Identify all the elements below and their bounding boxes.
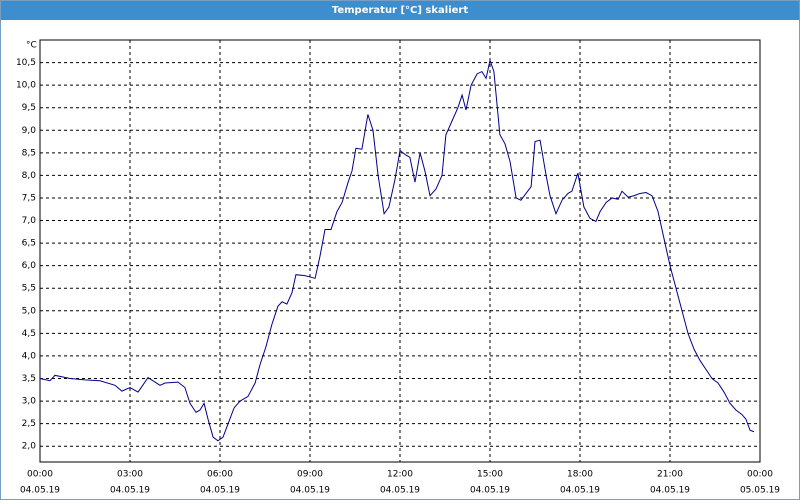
x-tick-label: 12:00 (387, 470, 413, 480)
x-tick-label: 00:00 (747, 470, 773, 480)
y-tick-label: 3,5 (22, 374, 36, 384)
y-tick-label: 4,0 (22, 351, 37, 361)
x-tick-date: 04.05.19 (560, 486, 600, 496)
y-tick-label: 10,5 (16, 58, 36, 68)
x-tick-date: 04.05.19 (650, 486, 690, 496)
title-bar (0, 0, 800, 20)
x-tick-label: 03:00 (117, 470, 143, 480)
x-tick-label: 00:00 (27, 470, 53, 480)
y-tick-label: 7,0 (22, 216, 37, 226)
x-tick-label: 21:00 (657, 470, 683, 480)
y-axis-label: °C (26, 41, 37, 51)
y-tick-label: 9,5 (22, 103, 36, 113)
y-tick-label: 8,5 (22, 148, 36, 158)
x-tick-label: 18:00 (567, 470, 593, 480)
x-tick-date: 04.05.19 (470, 486, 510, 496)
x-tick-label: 06:00 (207, 470, 233, 480)
x-tick-date: 04.05.19 (380, 486, 420, 496)
y-tick-label: 8,0 (22, 171, 37, 181)
y-tick-label: 6,5 (22, 239, 36, 249)
y-tick-label: 9,0 (22, 126, 37, 136)
y-tick-label: 2,5 (22, 419, 36, 429)
data-line (39, 58, 755, 442)
plot-frame (39, 39, 761, 463)
x-tick-date: 04.05.19 (290, 486, 330, 496)
x-tick-label: 15:00 (477, 470, 503, 480)
y-tick-label: 4,5 (22, 329, 36, 339)
y-tick-label: 10,0 (16, 81, 36, 91)
x-tick-date: 04.05.19 (200, 486, 240, 496)
chart-title: Temperatur [°C] skaliert (332, 5, 469, 16)
y-tick-label: 5,5 (22, 284, 36, 294)
y-tick-label: 7,5 (22, 193, 36, 203)
y-tick-label: 5,0 (22, 306, 37, 316)
x-tick-date: 05.05.19 (740, 486, 780, 496)
x-tick-date: 04.05.19 (110, 486, 150, 496)
y-tick-label: 6,0 (22, 261, 37, 271)
x-tick-label: 09:00 (297, 470, 323, 480)
x-tick-date: 04.05.19 (20, 486, 60, 496)
y-tick-label: 3,0 (22, 397, 37, 407)
y-tick-label: 2,0 (22, 442, 37, 452)
